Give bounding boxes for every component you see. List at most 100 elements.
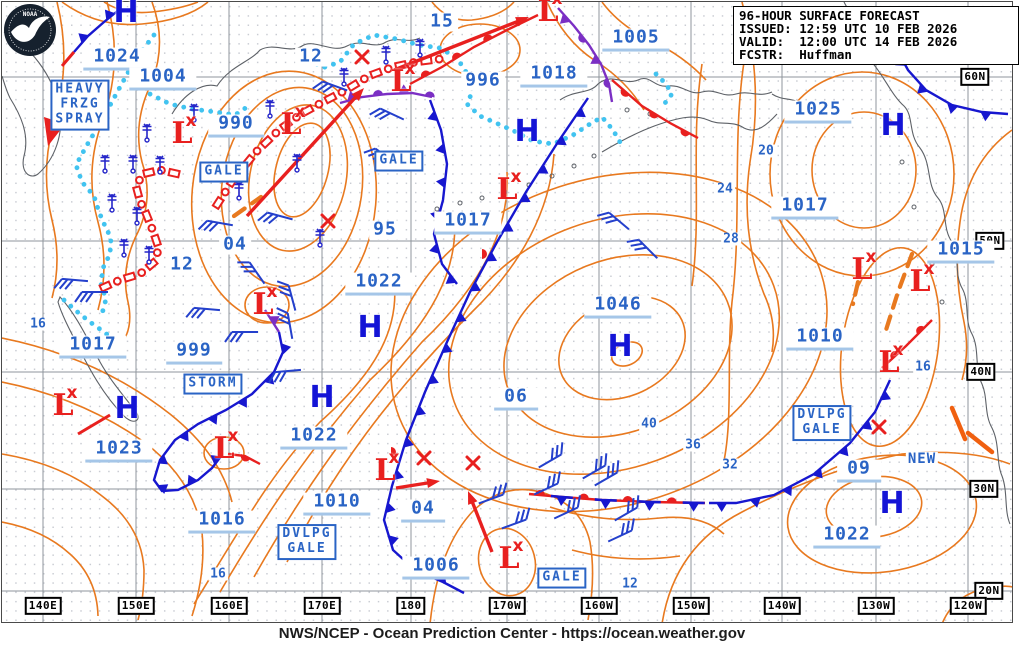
warning-label-line: STORM — [188, 375, 238, 391]
wind-barb-icon — [268, 368, 302, 384]
pressure-label: 1016 — [188, 510, 256, 534]
lon-label: 160W — [580, 596, 618, 616]
front-occluded — [263, 309, 281, 333]
isobar-value-label: 24 — [715, 181, 735, 197]
wind-barb-icon — [276, 307, 294, 339]
front-cold — [73, 8, 121, 53]
pressure-label: 996 — [461, 71, 505, 91]
pressure-label: 1017 — [59, 335, 127, 359]
header-forecaster: FCSTR: Huffman — [739, 47, 852, 63]
warning-label: DVLPG GALE — [277, 524, 337, 560]
high-pressure-marker: H — [357, 310, 383, 345]
warning-label-line: GALE — [802, 422, 842, 437]
low-pressure-marker: Lx — [537, 0, 562, 27]
low-x-icon: x — [923, 259, 935, 279]
movement-arrows — [245, 17, 529, 553]
wind-barb-icon — [369, 107, 405, 121]
pressure-label: 15 — [426, 12, 458, 32]
map-area: 60N50N40N30N20N140E150E160E170E180170W16… — [1, 0, 1019, 623]
wind-barb-icon — [533, 471, 561, 496]
pressure-label: 1004 — [129, 67, 197, 91]
freezing-spray-icon — [107, 193, 117, 213]
warning-label-line: GALE — [287, 541, 327, 556]
warning-label: GALE — [374, 150, 424, 172]
warning-label-line: DVLPG — [797, 407, 847, 423]
high-pressure-marker: H — [114, 391, 140, 426]
ice-edge-dotted — [61, 32, 675, 343]
isobar-value-label: 16 — [208, 566, 228, 582]
wind-barb-icon — [596, 211, 630, 231]
wind-barbs — [53, 80, 658, 543]
wind-barb-icon — [74, 291, 108, 303]
noaa-logo-text: NOAA — [23, 11, 38, 18]
wind-barb-icon — [276, 280, 297, 311]
lon-label: 150W — [672, 596, 710, 616]
low-x-icon: x — [892, 340, 904, 360]
map-caption: NWS/NCEP - Ocean Prediction Center - htt… — [278, 625, 746, 642]
lon-label: 140E — [24, 596, 62, 616]
lon-label: 130W — [857, 596, 895, 616]
header-issued: ISSUED: 12:59 UTC 10 FEB 2026 — [739, 21, 958, 37]
low-x-icon: x — [512, 536, 524, 556]
high-pressure-marker: H — [880, 108, 906, 143]
warning-label: GALE — [537, 567, 587, 589]
lat-label: 40N — [966, 362, 996, 382]
pressure-label: 95 — [369, 220, 401, 240]
freezing-spray-icon — [128, 154, 138, 174]
lon-label: 150E — [117, 596, 155, 616]
noaa-gull-icon — [11, 16, 50, 42]
freezing-spray-icon — [100, 154, 110, 174]
high-pressure-marker: H — [607, 329, 633, 364]
isobar-value-label: 16 — [28, 316, 48, 332]
isobar-value-label: 16 — [913, 359, 933, 375]
isobar-value-label: 32 — [720, 457, 740, 473]
pressure-label: 09 — [837, 459, 881, 483]
high-pressure-marker: H — [113, 0, 139, 30]
pressure-label: 04 — [401, 499, 445, 523]
isobar-value-label: 36 — [683, 437, 703, 453]
wind-barb-icon — [312, 80, 348, 94]
front-warm — [611, 79, 699, 140]
pressure-label: 999 — [166, 341, 222, 365]
front-occluded — [557, 7, 614, 103]
high-pressure-marker: H — [514, 114, 540, 149]
front-warm — [227, 452, 261, 466]
pressure-label: 1017 — [771, 196, 839, 220]
warning-label-line: HEAVY — [55, 81, 105, 97]
pressure-label: 12 — [166, 255, 198, 275]
warning-label: STORM — [183, 373, 243, 395]
freezing-spray-icon — [315, 228, 325, 248]
wind-barb-icon — [197, 219, 233, 232]
warning-label: HEAVY FRZG SPRAY — [50, 79, 110, 131]
lon-label: 170E — [303, 596, 341, 616]
lon-label: 120W — [949, 596, 987, 616]
pressure-label: 1010 — [303, 492, 371, 516]
warning-label-line: SPRAY — [55, 111, 105, 127]
warning-label-line: FRZG — [60, 96, 100, 112]
warning-label-line: GALE — [379, 152, 419, 168]
lon-label: 170W — [488, 596, 526, 616]
lon-label: 180 — [396, 596, 426, 616]
wind-barb-icon — [257, 211, 293, 225]
warning-label-line: GALE — [204, 163, 244, 179]
low-x-icon: x — [185, 111, 197, 131]
pressure-label: 1005 — [602, 28, 670, 52]
wind-barb-icon — [594, 460, 620, 487]
trough-lines — [231, 194, 915, 333]
freezing-spray-icon — [132, 206, 142, 226]
front-cold — [709, 379, 892, 512]
lat-label: 30N — [969, 479, 999, 499]
freezing-spray-icon — [415, 38, 425, 58]
low-x-icon: x — [66, 383, 78, 403]
freezing-spray-icon — [155, 155, 165, 175]
x-markers — [320, 49, 887, 471]
wind-barb-icon — [237, 261, 266, 285]
pressure-label: 1015 — [927, 240, 995, 264]
